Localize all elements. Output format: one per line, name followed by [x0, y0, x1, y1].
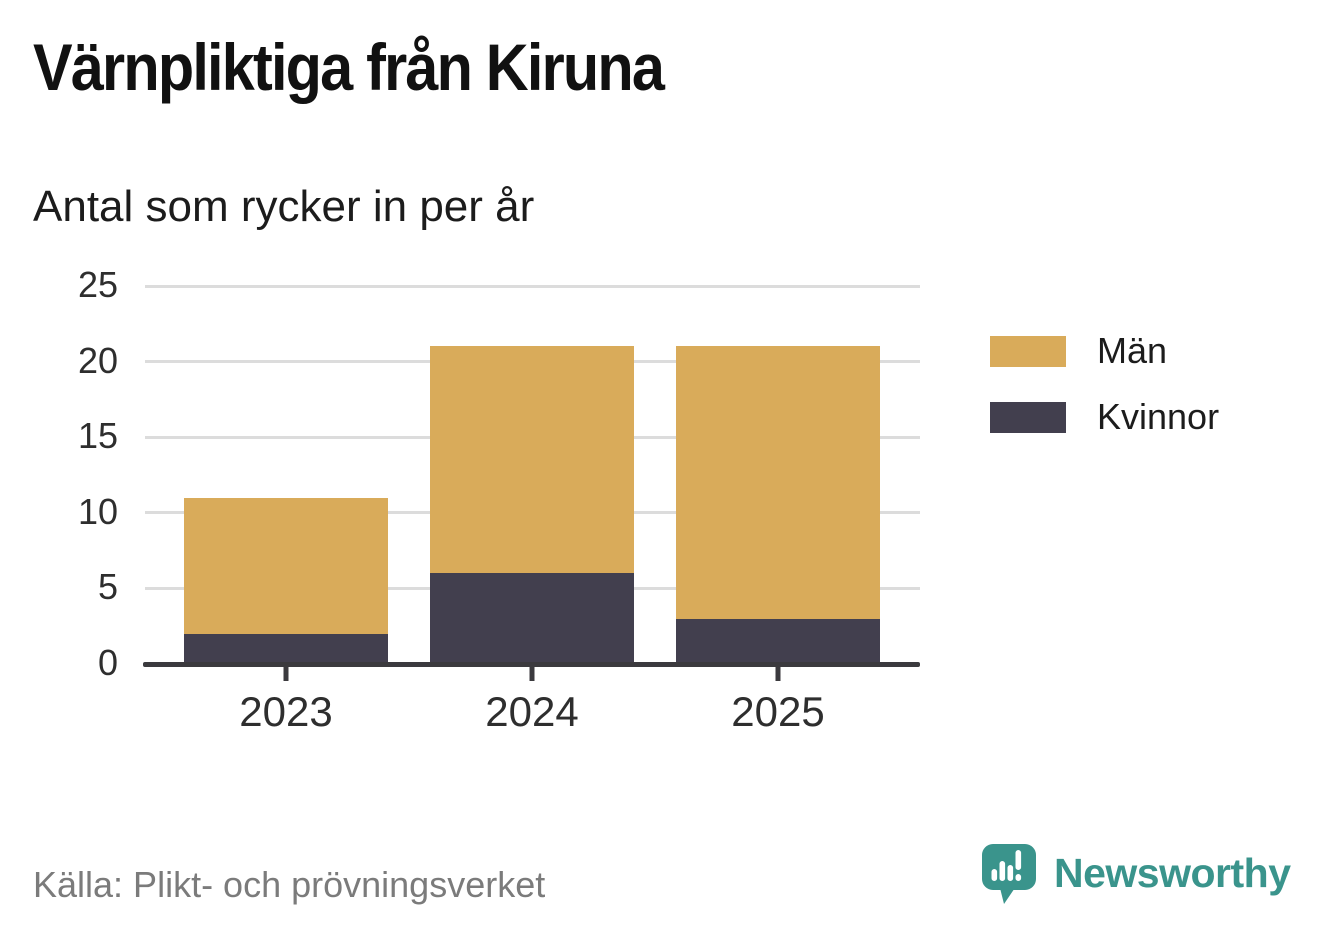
- gridline-25: [145, 284, 920, 288]
- legend-label-women: Kvinnor: [1097, 396, 1220, 437]
- brand-logo: Newsworthy: [980, 842, 1291, 906]
- y-axis-label-15: 15: [77, 415, 118, 457]
- y-axis-label-10: 10: [77, 490, 118, 532]
- x-axis-tick-2025: [775, 667, 781, 681]
- source-note: Källa: Plikt- och prövningsverket: [33, 864, 546, 905]
- bar-2024-man: [430, 346, 634, 574]
- chart-subtitle: Antal som rycker in per år: [33, 182, 535, 231]
- legend-label-men: Män: [1097, 330, 1168, 371]
- bar-2023-man: [184, 497, 388, 634]
- y-axis-label-25: 25: [77, 264, 118, 306]
- x-axis-line: [143, 662, 920, 667]
- legend-item-men: Män: [990, 330, 1219, 372]
- legend-item-women: Kvinnor: [990, 396, 1219, 438]
- x-axis-label-2025: 2025: [731, 688, 825, 735]
- bar-2025-man: [676, 346, 880, 619]
- y-axis-label-20: 20: [77, 339, 118, 381]
- legend-swatch-men: [990, 335, 1066, 367]
- bar-2024-kvinnor: [430, 573, 634, 664]
- y-axis-label-0: 0: [97, 642, 118, 684]
- brand-name: Newsworthy: [1054, 850, 1291, 896]
- bar-2025-kvinnor: [676, 618, 880, 664]
- bar-2023-kvinnor: [184, 633, 388, 664]
- chart-title: Värnpliktiga från Kiruna: [33, 30, 665, 104]
- y-axis-label-5: 5: [97, 566, 118, 608]
- x-axis-tick-2023: [283, 667, 289, 681]
- x-axis-label-2023: 2023: [239, 688, 333, 735]
- legend: Män Kvinnor: [990, 330, 1219, 462]
- newsworthy-logo-icon: [982, 844, 1036, 904]
- x-axis-tick-2024: [529, 667, 535, 681]
- x-axis-label-2024: 2024: [485, 688, 579, 735]
- legend-swatch-women: [990, 401, 1066, 433]
